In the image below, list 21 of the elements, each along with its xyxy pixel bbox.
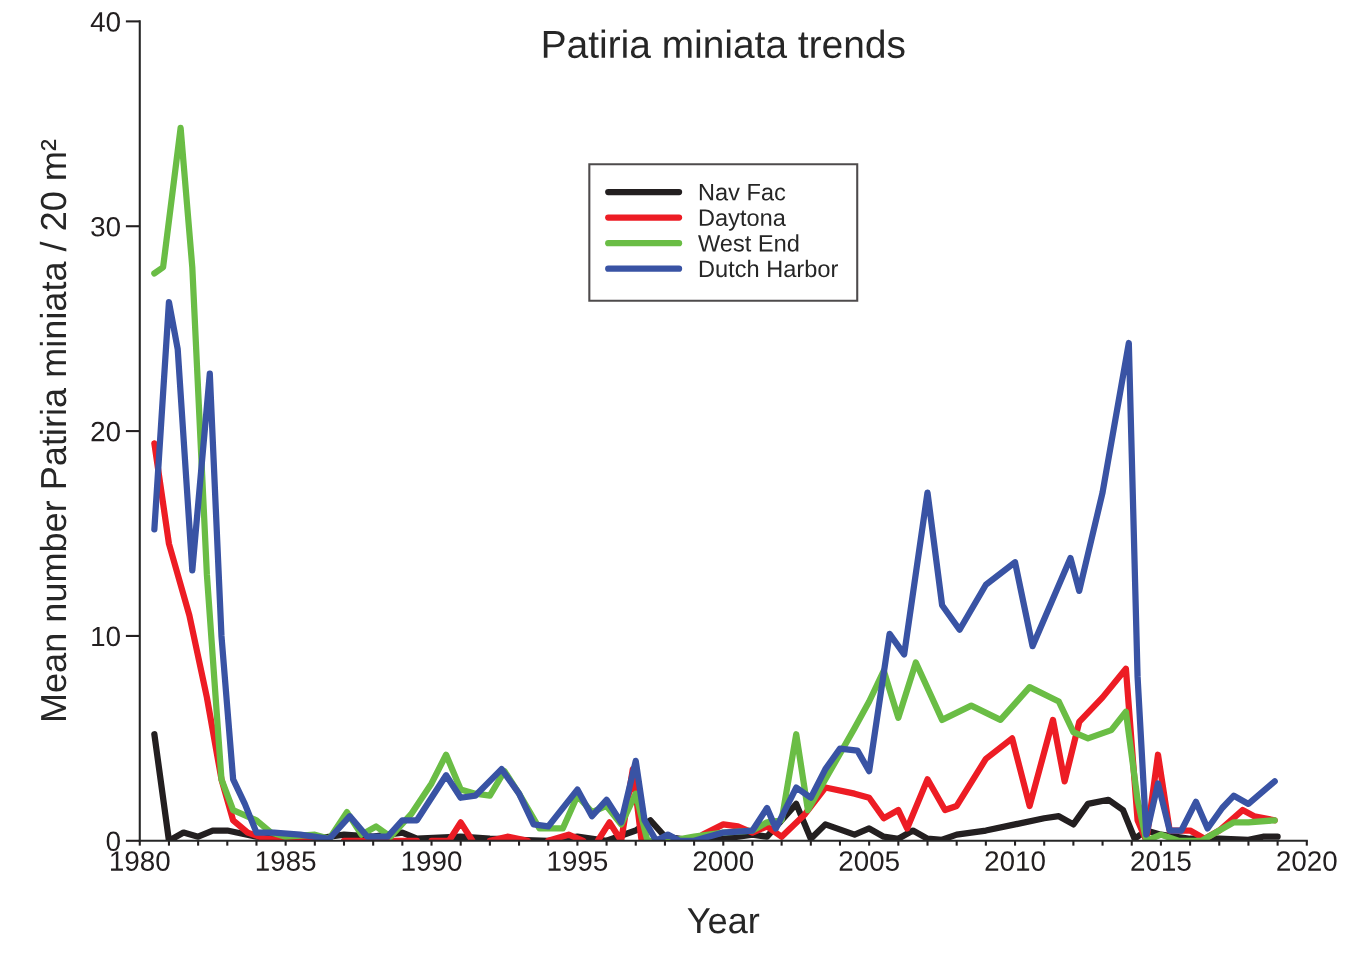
x-tick-label: 2005 <box>839 851 899 871</box>
legend-label: Dutch Harbor <box>699 259 838 278</box>
legend-label: Daytona <box>699 209 786 231</box>
x-tick-label: 1995 <box>548 851 608 871</box>
x-tick-label: 1985 <box>256 851 316 871</box>
legend-label: West End <box>698 234 799 252</box>
x-tick-label: 2000 <box>693 851 754 871</box>
x-tick-label: 2020 <box>1277 851 1337 871</box>
x-tick-label: 2010 <box>985 851 1045 871</box>
y-tick-label: 20 <box>91 421 120 442</box>
y-tick-label: 10 <box>92 626 120 647</box>
x-tick-label: 1980 <box>111 851 170 871</box>
y-axis-title: Mean number Patiria miniata / 20 m² <box>39 139 67 721</box>
y-tick-label: 40 <box>90 12 120 32</box>
y-tick-label: 0 <box>106 831 120 852</box>
x-tick-label: 1990 <box>402 851 462 871</box>
x-axis-title: Year <box>687 908 760 934</box>
legend-label: Nav Fac <box>699 184 786 201</box>
y-tick-label: 30 <box>91 216 120 237</box>
chart-title: Patiria miniata trends <box>543 29 905 59</box>
x-tick-label: 2015 <box>1131 851 1191 871</box>
